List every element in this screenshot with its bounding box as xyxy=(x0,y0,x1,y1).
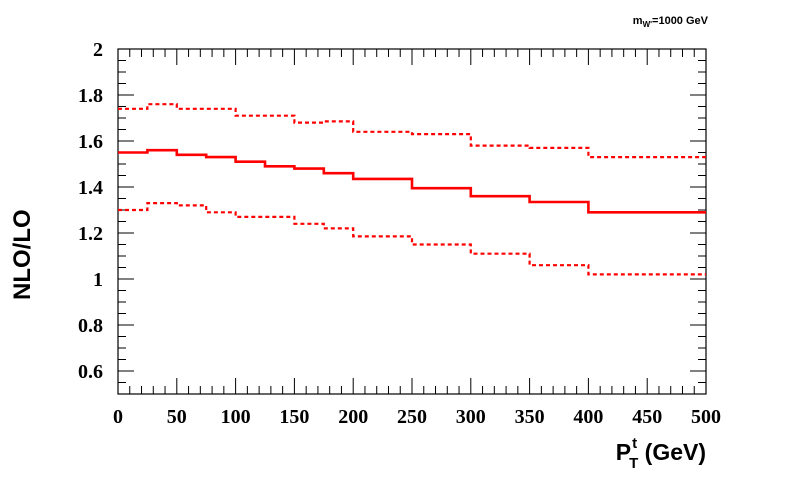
y-tick-label: 1 xyxy=(93,269,103,291)
y-tick-labels: 0.6 0.8 1 1.2 1.4 1.6 1.8 2 xyxy=(78,39,103,383)
x-axis-title-sup: t xyxy=(632,435,637,452)
y-tick-label: 1.4 xyxy=(78,177,103,199)
y-tick-label: 1.8 xyxy=(78,85,103,107)
x-axis-title: Pt T (GeV) xyxy=(616,435,706,472)
annotation-main: m xyxy=(633,15,643,27)
annotation-rest: =1000 GeV xyxy=(652,15,709,27)
series-line-3 xyxy=(118,202,706,276)
x-tick-label: 100 xyxy=(221,406,251,428)
x-tick-label: 450 xyxy=(632,406,662,428)
x-tick-label: 350 xyxy=(515,406,545,428)
x-tick-label: 150 xyxy=(279,406,309,428)
x-tick-label: 0 xyxy=(113,406,123,428)
x-tick-label: 500 xyxy=(691,406,721,428)
x-tick-label: 300 xyxy=(456,406,486,428)
y-tick-label: 2 xyxy=(93,39,103,61)
x-axis-title-rest: (GeV) xyxy=(638,439,706,465)
x-tick-label: 50 xyxy=(167,406,187,428)
x-axis-title-sub: T xyxy=(629,455,638,472)
y-tick-label: 0.8 xyxy=(78,315,103,337)
series-group xyxy=(118,103,706,276)
x-tick-labels: 0 50 100 150 200 250 300 350 400 450 500 xyxy=(113,406,721,428)
annotation-sub: W' xyxy=(643,20,653,29)
x-tick-label: 200 xyxy=(338,406,368,428)
y-tick-label: 0.6 xyxy=(78,361,103,383)
annotation: mW'=1000 GeV xyxy=(633,15,709,29)
series-line-2 xyxy=(118,148,706,214)
y-tick-label: 1.6 xyxy=(78,131,103,153)
x-axis-title-main: P xyxy=(616,439,631,465)
x-tick-label: 250 xyxy=(397,406,427,428)
y-axis-title: NLO/LO xyxy=(9,209,36,300)
x-tick-label: 400 xyxy=(573,406,603,428)
y-tick-label: 1.2 xyxy=(78,223,103,245)
